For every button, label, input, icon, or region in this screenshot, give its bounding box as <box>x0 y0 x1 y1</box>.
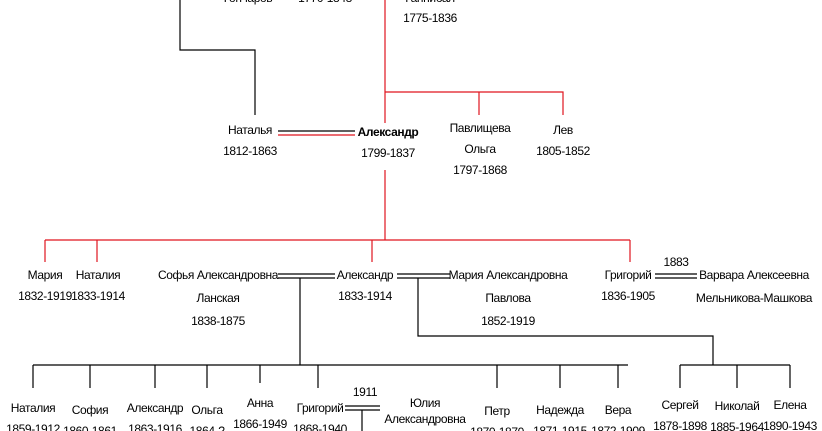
person: Наталья 1812-1863 <box>223 123 278 158</box>
person: Александр 1799-1837 <box>358 125 419 160</box>
person-text: 1805-1852 <box>536 144 591 158</box>
person-text: Ганнибал <box>405 0 455 5</box>
person-text: 1860-1861 <box>63 424 118 431</box>
person-text: Ольга <box>464 142 496 156</box>
person: Варвара Алексеевна Мельникова-Машкова <box>696 268 813 305</box>
person-text: 1870-1870 <box>470 425 525 431</box>
person-text: Софья Александровна <box>158 268 279 282</box>
person-text: 1838-1875 <box>191 314 246 328</box>
person-text: Мария <box>28 268 63 282</box>
person-text: 1812-1863 <box>223 144 278 158</box>
person-text: Елена <box>774 398 808 412</box>
person: Наталия 1833-1914 <box>71 268 126 303</box>
person-text: 1799-1837 <box>361 146 416 160</box>
person-text: Юлия <box>410 396 440 410</box>
person: Елена 1890-1943 <box>763 398 818 431</box>
person-text: Григорий <box>297 401 344 415</box>
person: Мария Александровна Павлова 1852-1919 <box>449 268 569 328</box>
person-text: София <box>72 403 108 417</box>
person: 1911 <box>353 385 378 399</box>
person-text: Наталья <box>228 123 272 137</box>
person-text: 1864-? <box>190 424 226 431</box>
person-text: Ольга <box>191 403 223 417</box>
person-text: Александр <box>337 268 394 282</box>
connectors <box>32 0 791 431</box>
person-text: 1832-1919 <box>18 289 73 303</box>
person-text: 1833-1914 <box>71 289 126 303</box>
person-text: 1770-1848 <box>298 0 353 5</box>
person: Мария 1832-1919 <box>18 268 73 303</box>
person-text: Григорий <box>605 268 652 282</box>
person: Петр 1870-1870 <box>470 404 525 431</box>
person-text: Павлова <box>485 291 531 305</box>
person-text: Ланская <box>196 291 239 305</box>
person: Лев 1805-1852 <box>536 123 591 158</box>
person-text: Наталия <box>76 268 121 282</box>
person-text: 1871-1915 <box>533 424 588 431</box>
person: Юлия Александровна <box>384 396 466 426</box>
person-text: 1872-1909 <box>591 424 646 431</box>
person: 1770-1848 <box>298 0 353 5</box>
person-text: Петр <box>484 404 510 418</box>
person: София 1860-1861 <box>63 403 118 431</box>
person: Григорий 1836-1905 <box>601 268 656 303</box>
person: Александр 1833-1914 <box>337 268 395 303</box>
person-text: 1890-1943 <box>763 419 818 431</box>
person-text: 1883 <box>663 255 689 269</box>
person: Ганнибал 1775-1836 <box>403 0 458 25</box>
person-text: 1836-1905 <box>601 289 656 303</box>
person-text: 1852-1919 <box>481 314 536 328</box>
person: Гончаров <box>224 0 273 5</box>
person-text: 1797-1868 <box>453 163 508 177</box>
person: Софья Александровна Ланская 1838-1875 <box>158 268 279 328</box>
person-text: Наталия <box>11 401 56 415</box>
person-text: Павлищева <box>450 121 512 135</box>
person: Александр 1863-1916 <box>127 401 185 431</box>
person-text: 1775-1836 <box>403 11 458 25</box>
person-text: Анна <box>247 396 274 410</box>
person: Наталия 1859-1912 <box>6 401 61 431</box>
person: Вера 1872-1909 <box>591 403 646 431</box>
person-text: Надежда <box>536 403 585 417</box>
person-text: 1868-1940 <box>293 422 348 431</box>
person: Анна 1866-1949 <box>233 396 288 431</box>
person: Ольга 1864-? <box>190 403 226 431</box>
person: Надежда 1871-1915 <box>533 403 588 431</box>
person-text: 1911 <box>353 385 378 399</box>
person: Павлищева Ольга 1797-1868 <box>450 121 512 177</box>
person: 1883 <box>663 255 689 269</box>
person: Сергей 1878-1898 <box>653 398 708 431</box>
person-text: 1833-1914 <box>338 289 393 303</box>
person: Николай 1885-1964 <box>710 399 765 431</box>
person-text: 1859-1912 <box>6 422 61 431</box>
person-text: Александровна <box>384 412 466 426</box>
person-text: Варвара Алексеевна <box>699 268 810 282</box>
person: Григорий 1868-1940 <box>293 401 348 431</box>
person-text: Сергей <box>661 398 698 412</box>
person-text: 1863-1916 <box>128 422 183 431</box>
person-text: Мария Александровна <box>449 268 569 282</box>
person-text: Мельникова-Машкова <box>696 291 813 305</box>
person-text: 1866-1949 <box>233 417 288 431</box>
person-text: Лев <box>553 123 573 137</box>
person-text: Александр <box>358 125 419 139</box>
person-text: Гончаров <box>224 0 272 5</box>
person-text: Вера <box>605 403 632 417</box>
person-text: 1885-1964 <box>710 420 765 431</box>
person-text: 1878-1898 <box>653 419 708 431</box>
person-text: Николай <box>715 399 760 413</box>
person-text: Александр <box>127 401 184 415</box>
